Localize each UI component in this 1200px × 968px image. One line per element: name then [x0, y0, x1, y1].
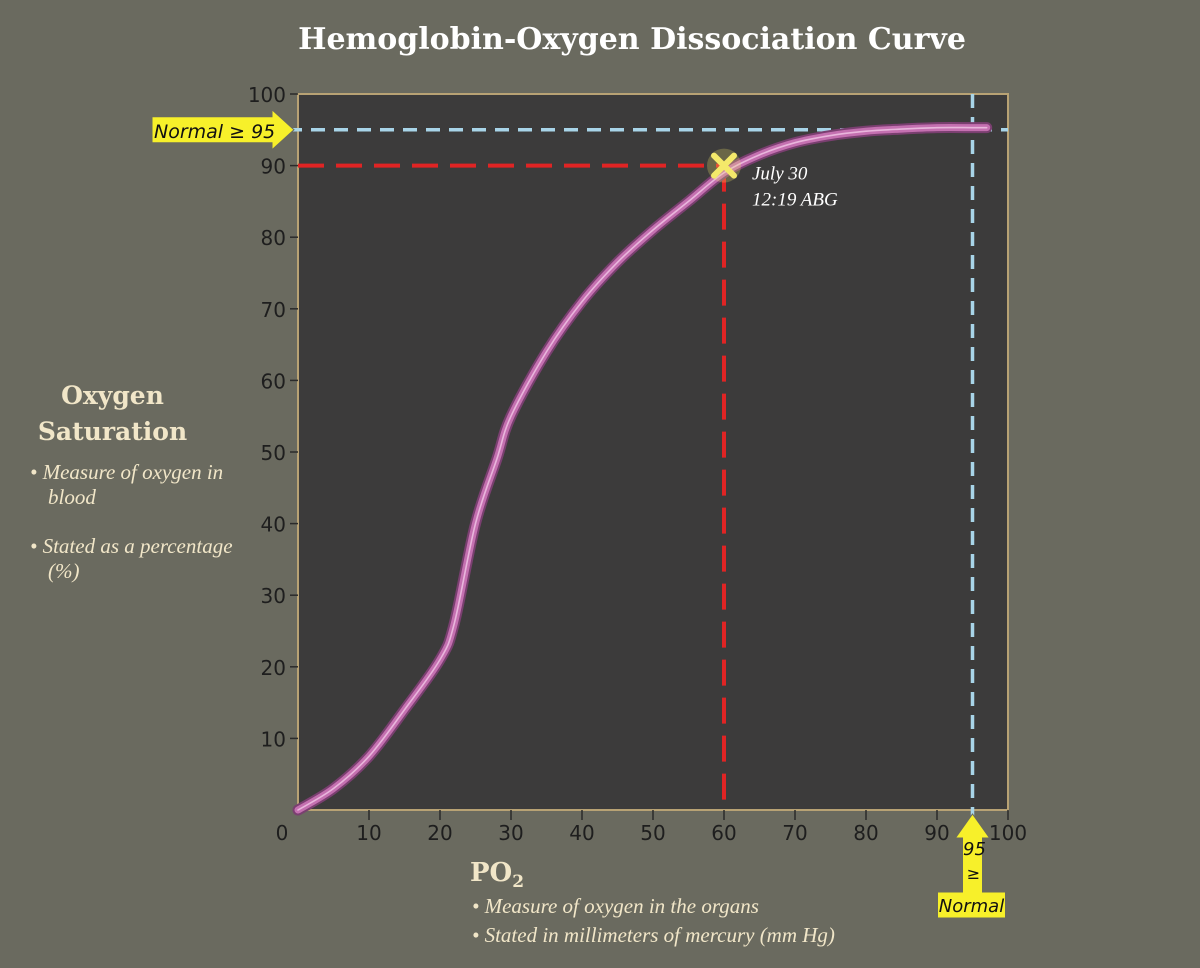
axis-ticks — [290, 93, 1009, 820]
x-axis-label-block: PO2 • Measure of oxygen in the organs • … — [470, 858, 835, 950]
x-tick-label-60: 60 — [711, 821, 736, 845]
y-tick-label-90: 90 — [261, 155, 286, 179]
y-tick-label-20: 20 — [261, 656, 286, 680]
abg-marker: July 30 12:19 ABG — [707, 148, 838, 211]
curve-highlight — [297, 126, 988, 811]
normal-po2-callout-label: Normal — [939, 896, 1004, 917]
x-axis-title: PO2 — [470, 858, 835, 892]
normal-saturation-callout-text: Normal ≥ 95 — [154, 121, 275, 143]
normal-po2-callout-arrow — [937, 813, 1006, 919]
x-tick-label-100: 100 — [989, 821, 1027, 845]
y-tick-label-100: 100 — [248, 83, 286, 107]
marker-label-line1: July 30 — [752, 164, 808, 185]
y-axis-note-2: • Stated as a percentage (%) — [30, 534, 233, 583]
y-axis-note-1: • Measure of oxygen in blood — [30, 460, 224, 509]
y-tick-label-70: 70 — [261, 298, 286, 322]
x-tick-label-70: 70 — [782, 821, 807, 845]
y-tick-label-30: 30 — [261, 584, 286, 608]
x-axis-title-main: PO — [470, 858, 513, 888]
x-tick-label-20: 20 — [427, 821, 452, 845]
marker-label-line2: 12:19 ABG — [752, 190, 838, 211]
y-axis-label-block: Oxygen Saturation • Measure of oxygen in… — [20, 378, 250, 584]
x-tick-label-80: 80 — [853, 821, 878, 845]
tick-labels: 0 10 20 30 40 50 60 70 80 90 100 10 20 30 40 50 60 70 80 90… — [248, 83, 1027, 845]
normal-callouts: Normal ≥ 95 95 ≥ Normal — [151, 108, 1006, 919]
x-tick-label-40: 40 — [569, 821, 594, 845]
normal-saturation-callout-arrow — [151, 108, 295, 151]
x-axis-note-2: • Stated in millimeters of mercury (mm H… — [472, 923, 835, 948]
y-axis-title-line2: Saturation — [37, 417, 188, 446]
x-tick-label-30: 30 — [498, 821, 523, 845]
x-axis-title-subscript: 2 — [512, 872, 525, 893]
y-tick-label-10: 10 — [261, 727, 286, 751]
normal-po2-callout-symbol: ≥ — [967, 864, 980, 883]
x-tick-label-90: 90 — [924, 821, 949, 845]
y-tick-label-40: 40 — [261, 513, 286, 537]
normal-po2-callout-value: 95 — [963, 839, 986, 860]
y-tick-label-80: 80 — [261, 226, 286, 250]
y-axis-title-line1: Oxygen — [61, 381, 164, 410]
y-axis-title: Oxygen Saturation — [20, 378, 205, 450]
marker-cross-b — [711, 152, 737, 179]
y-tick-label-60: 60 — [261, 369, 286, 393]
chart-title: Hemoglobin-Oxygen Dissociation Curve — [298, 22, 966, 57]
x-axis-note-1: • Measure of oxygen in the organs — [472, 894, 759, 919]
x-tick-label-0: 0 — [276, 821, 289, 845]
x-tick-label-10: 10 — [356, 821, 381, 845]
x-tick-label-50: 50 — [640, 821, 665, 845]
y-tick-label-50: 50 — [261, 441, 286, 465]
